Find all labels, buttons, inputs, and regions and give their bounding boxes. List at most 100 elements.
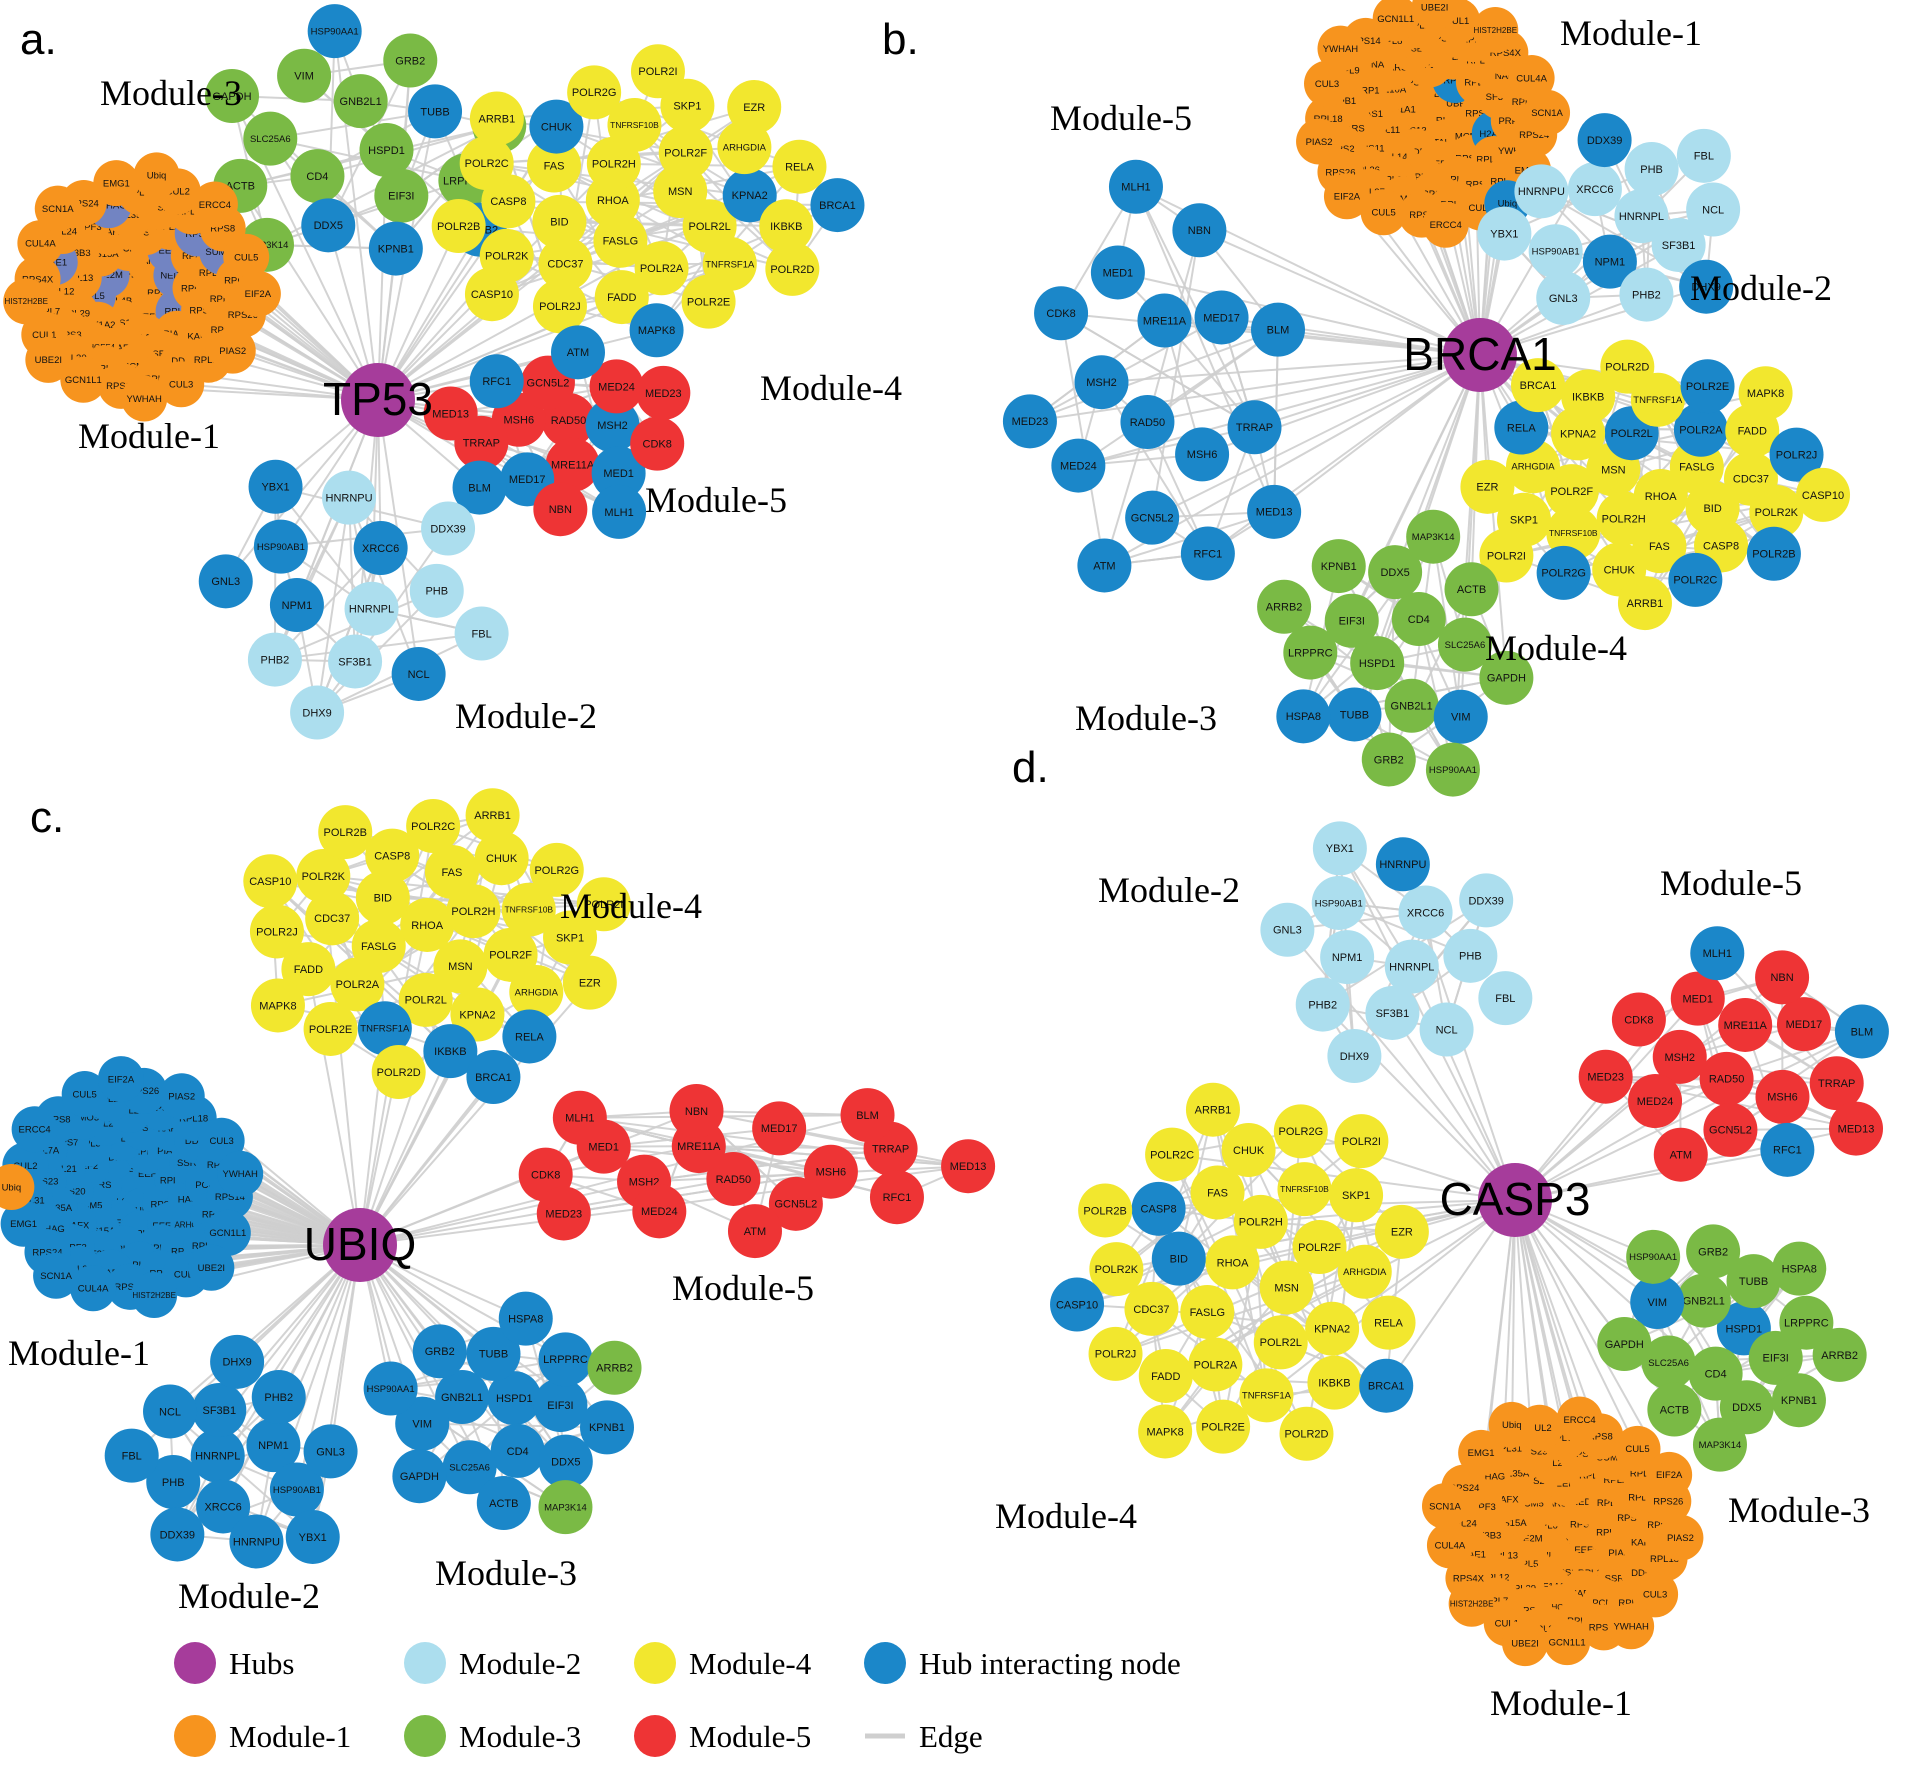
node-label-POLR2A: POLR2A bbox=[336, 979, 380, 991]
node-CASP8 bbox=[1131, 1181, 1186, 1236]
node-UBE2I bbox=[1411, 0, 1458, 31]
node-CUL5 bbox=[1360, 189, 1407, 236]
node-label-EIF3I: EIF3I bbox=[388, 191, 414, 203]
node-label-POLR2F: POLR2F bbox=[664, 147, 707, 159]
node-label-Ubiq: Ubiq bbox=[2, 1182, 22, 1193]
node-label-EEF2: EEF2 bbox=[74, 1161, 98, 1172]
hub-node-BRCA1 bbox=[1443, 318, 1517, 392]
node-label-EMG1: EMG1 bbox=[10, 1219, 37, 1230]
node-label-RPL18: RPL18 bbox=[1314, 114, 1343, 125]
node-MSH2 bbox=[585, 398, 640, 453]
node-label-POLR2A: POLR2A bbox=[1679, 425, 1723, 437]
node-label-EIF3I: EIF3I bbox=[1339, 616, 1365, 628]
node-label-CUL1: CUL1 bbox=[1495, 1619, 1519, 1630]
node-FAS bbox=[1632, 519, 1687, 574]
node-POLR2C bbox=[406, 799, 461, 854]
node-label-CASP10: CASP10 bbox=[1056, 1299, 1098, 1311]
node-label-RPL24: RPL24 bbox=[64, 1264, 93, 1275]
node-label-LRPPRC: LRPPRC bbox=[1288, 647, 1333, 659]
node-VIM bbox=[1433, 689, 1488, 744]
node-label-POLR2F: POLR2F bbox=[1550, 486, 1593, 498]
node-EMG1 bbox=[1458, 1429, 1505, 1476]
node-label-EIF3I: EIF3I bbox=[547, 1400, 573, 1412]
node-GAPDH bbox=[204, 68, 259, 123]
node-label-RAD50: RAD50 bbox=[716, 1174, 751, 1186]
node-CASP10 bbox=[243, 854, 298, 909]
hub-edge bbox=[1101, 354, 1481, 384]
node-label-GCN1L1: GCN1L1 bbox=[209, 1228, 246, 1239]
node-label-RPS14: RPS14 bbox=[1589, 1623, 1619, 1634]
node-label-CUL5: CUL5 bbox=[73, 1089, 97, 1100]
node-label-NCL: NCL bbox=[1436, 1024, 1458, 1036]
edge bbox=[612, 165, 800, 202]
node-label-TARS: TARS bbox=[1543, 1499, 1568, 1510]
node-label-POLR2J: POLR2J bbox=[256, 926, 298, 938]
node-label-CUL4B: CUL4B bbox=[1420, 89, 1451, 100]
node-label-ATM: ATM bbox=[744, 1226, 766, 1238]
node-ARRB1 bbox=[1185, 1082, 1240, 1137]
node-label-NAE1: NAE1 bbox=[1495, 71, 1520, 82]
node-SF3B1 bbox=[328, 634, 383, 689]
node-label-BID: BID bbox=[374, 893, 392, 905]
node-HSP90AA1 bbox=[363, 1361, 418, 1416]
node-label-CUL2: CUL2 bbox=[1469, 203, 1493, 214]
node-ERCC4 bbox=[11, 1106, 58, 1153]
node-label-POLR2H: POLR2H bbox=[1239, 1217, 1283, 1229]
node-DHX9 bbox=[1679, 259, 1734, 314]
node-MED1 bbox=[1670, 971, 1725, 1026]
node-label-RPL10A: RPL10A bbox=[1371, 84, 1407, 95]
node-POLR2I bbox=[1334, 1114, 1389, 1169]
node-label-HNRNPL: HNRNPL bbox=[349, 604, 394, 616]
node-MED23 bbox=[1002, 394, 1057, 449]
legend-label-Edge: Edge bbox=[919, 1719, 983, 1754]
module-label-c-Module-4: Module-4 bbox=[560, 886, 702, 926]
node-label-RPS11: RPS11 bbox=[189, 306, 218, 317]
legend-label-Hubs: Hubs bbox=[229, 1646, 294, 1681]
node-label-MRE11A: MRE11A bbox=[551, 460, 595, 472]
node-label-CUL5: CUL5 bbox=[1625, 1444, 1649, 1455]
node-label-ARRB1: ARRB1 bbox=[1627, 598, 1664, 610]
node-label-H2AFX: H2AFX bbox=[1488, 1494, 1519, 1505]
node-label-GCN5L2: GCN5L2 bbox=[774, 1199, 817, 1211]
node-CASP8 bbox=[365, 828, 420, 883]
node-NBN bbox=[1172, 203, 1227, 258]
node-label-MLH1: MLH1 bbox=[1121, 182, 1150, 194]
node-label-POLR2G: POLR2G bbox=[534, 865, 579, 877]
node-label-BLM: BLM bbox=[1267, 325, 1290, 337]
node-label-POLR2G: POLR2G bbox=[1279, 1126, 1324, 1138]
node-label-RPS4X: RPS4X bbox=[1453, 1573, 1485, 1584]
node-label-BLM: BLM bbox=[856, 1110, 879, 1122]
node-label-RPS2: RPS2 bbox=[149, 1103, 174, 1114]
node-label-POLR2K: POLR2K bbox=[1095, 1264, 1139, 1276]
node-label-RPL31: RPL31 bbox=[126, 187, 155, 198]
node-label-CDC37: CDC37 bbox=[1133, 1304, 1169, 1316]
node-label-HSPA8: HSPA8 bbox=[1782, 1264, 1817, 1276]
node-CDK8 bbox=[1034, 286, 1089, 341]
node-label-RPL7: RPL7 bbox=[1485, 1596, 1509, 1607]
node-label-RAD50: RAD50 bbox=[551, 415, 586, 427]
node-label-MSH2: MSH2 bbox=[1086, 377, 1117, 389]
node-label-MED13: MED13 bbox=[1838, 1123, 1875, 1135]
node-YWHAH bbox=[1608, 1603, 1655, 1650]
node-TUBB bbox=[1327, 687, 1382, 742]
node-label-RPL18: RPL18 bbox=[1650, 1554, 1679, 1565]
node-label-RPS8: RPS8 bbox=[1409, 210, 1434, 221]
node-label-RPL5: RPL5 bbox=[81, 291, 105, 302]
node-label-PIAS1: PIAS1 bbox=[157, 1146, 184, 1157]
node-label-MLH1: MLH1 bbox=[1703, 948, 1732, 960]
node-label-YBX1: YBX1 bbox=[261, 482, 289, 494]
node-label-POLR2E: POLR2E bbox=[1201, 1422, 1244, 1434]
node-label-CUL1: CUL1 bbox=[32, 330, 56, 341]
node-label-BID: BID bbox=[1170, 1254, 1188, 1266]
node-label-RPL26: RPL26 bbox=[210, 294, 239, 305]
node-label-RPL5: RPL5 bbox=[1515, 1559, 1539, 1570]
node-label-HSP90AA1: HSP90AA1 bbox=[367, 1384, 415, 1395]
node-label-MED17: MED17 bbox=[761, 1123, 798, 1135]
node-label-VIM: VIM bbox=[412, 1418, 432, 1430]
node-POLR2J bbox=[1088, 1326, 1143, 1381]
node-MED17 bbox=[1776, 997, 1831, 1052]
node-label-SF3B1: SF3B1 bbox=[1376, 1008, 1410, 1020]
node-label-HSPD1: HSPD1 bbox=[368, 145, 405, 157]
node-label-RPL24: RPL24 bbox=[1448, 1518, 1477, 1529]
node-label-HSP90AA1: HSP90AA1 bbox=[1429, 765, 1477, 776]
